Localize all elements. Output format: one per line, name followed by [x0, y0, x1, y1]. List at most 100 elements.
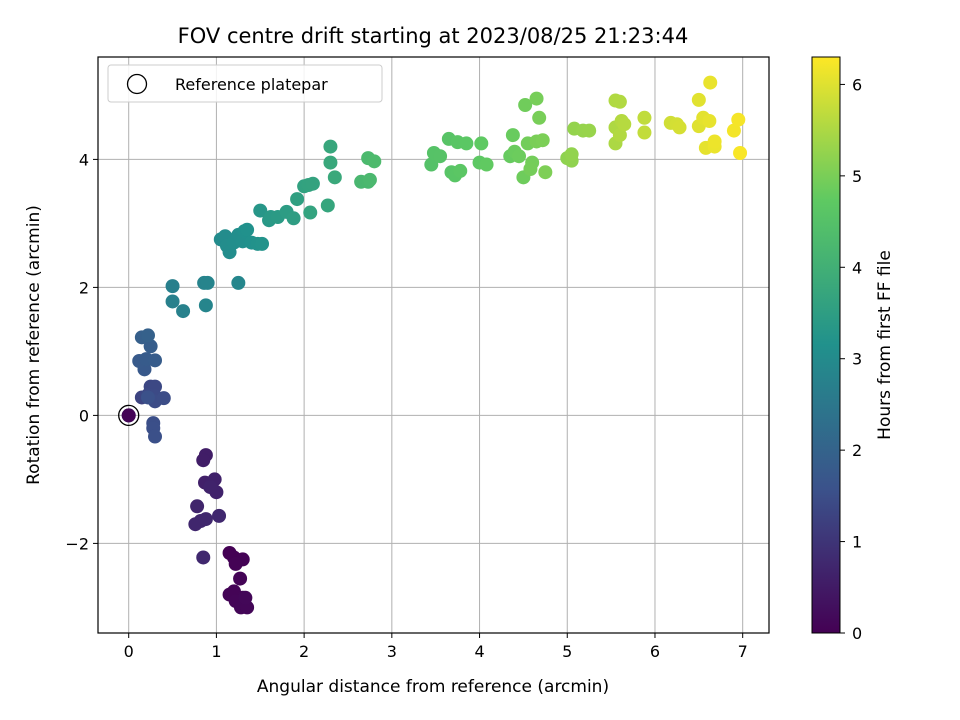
legend-marker-reference-platepar [126, 73, 148, 95]
data-point [367, 154, 382, 169]
colorbar-tick-label: 4 [852, 258, 862, 277]
data-point [733, 146, 748, 160]
reference-layer [118, 404, 140, 427]
x-tick-label: 7 [738, 642, 748, 661]
data-point [240, 222, 255, 237]
data-point [176, 304, 191, 319]
x-axis-label: Angular distance from reference (arcmin) [257, 677, 609, 697]
colorbar-tick-label: 2 [852, 441, 862, 460]
data-point [148, 353, 163, 368]
data-point [726, 123, 741, 138]
colorbar-gradient [811, 56, 841, 634]
data-point [582, 123, 597, 138]
data-point [731, 112, 746, 127]
y-tick-label: −2 [65, 534, 89, 553]
data-point [637, 110, 652, 125]
data-point [453, 163, 468, 178]
grid-layer [98, 57, 769, 633]
points-layer [121, 75, 748, 615]
data-point [424, 157, 439, 172]
data-point [702, 114, 717, 128]
data-point [691, 92, 706, 107]
data-point [290, 192, 305, 207]
data-point [231, 275, 246, 290]
colorbar-tick-label: 5 [852, 167, 862, 186]
data-point [238, 590, 253, 605]
data-point [203, 480, 218, 495]
data-point [433, 149, 448, 164]
data-point [323, 139, 338, 154]
data-point [198, 512, 213, 527]
data-point [479, 157, 494, 172]
data-point [196, 550, 211, 565]
data-point [505, 128, 520, 143]
colorbar-tick-label: 0 [852, 624, 862, 643]
x-tick-label: 0 [124, 642, 134, 661]
x-tick-label: 5 [562, 642, 572, 661]
x-tick-label: 1 [211, 642, 221, 661]
y-tick-label: 0 [79, 406, 89, 425]
x-tick-label: 3 [387, 642, 397, 661]
data-point [140, 328, 155, 343]
data-point [617, 117, 632, 132]
reference-platepar-marker [118, 404, 140, 427]
data-point [612, 128, 627, 143]
data-point [143, 339, 158, 354]
data-point [612, 94, 627, 109]
data-point [255, 236, 270, 251]
reference-point-fill [121, 408, 136, 423]
data-point [188, 517, 203, 532]
data-point [564, 147, 579, 162]
data-point [212, 508, 227, 523]
data-point [703, 75, 718, 90]
data-point [532, 110, 547, 125]
plot-frame [97, 56, 770, 634]
data-point [637, 125, 652, 140]
data-point [707, 134, 722, 149]
data-point [253, 203, 268, 218]
data-point [518, 98, 533, 112]
x-tick-label: 2 [299, 642, 309, 661]
colorbar-tick-label: 1 [852, 533, 862, 552]
legend-label-reference-platepar: Reference platepar [175, 75, 328, 94]
data-point [286, 211, 301, 226]
data-point [198, 298, 213, 313]
y-axis-label: Rotation from reference (arcmin) [24, 205, 44, 485]
data-point [156, 391, 171, 406]
data-point [303, 205, 318, 220]
data-point [140, 390, 155, 405]
data-point [320, 198, 335, 213]
ticks-layer: 0 1 2 3 4 5 6 7 −2 0 2 4 [65, 150, 747, 661]
data-point [305, 176, 320, 191]
colorbar-tick-label: 3 [852, 350, 862, 369]
colorbar-label: Hours from first FF file [875, 250, 895, 440]
x-tick-label: 6 [650, 642, 660, 661]
data-point [190, 499, 205, 514]
data-point [672, 120, 687, 135]
data-point [165, 279, 180, 294]
data-point [512, 149, 527, 164]
data-point [323, 155, 338, 170]
data-point [233, 571, 248, 586]
y-tick-label: 2 [79, 278, 89, 297]
chart-title: FOV centre drift starting at 2023/08/25 … [178, 24, 689, 48]
x-tick-label: 4 [474, 642, 484, 661]
legend-box [107, 64, 383, 103]
data-point [538, 165, 553, 180]
data-point [474, 136, 489, 151]
colorbar-tick-label: 6 [852, 75, 862, 94]
data-point [535, 133, 550, 148]
colorbar: 0 1 2 3 4 5 6 Hours from first FF file [811, 56, 895, 643]
legend: Reference platepar [107, 64, 383, 103]
data-point [196, 453, 211, 468]
data-point [148, 429, 163, 444]
colorbar-ticks: 0 1 2 3 4 5 6 [840, 75, 862, 643]
data-point [228, 556, 243, 571]
data-point [459, 136, 474, 151]
data-point [165, 294, 180, 309]
y-tick-label: 4 [79, 150, 89, 169]
data-point [327, 170, 342, 185]
data-point [529, 91, 544, 106]
data-point [200, 275, 215, 290]
